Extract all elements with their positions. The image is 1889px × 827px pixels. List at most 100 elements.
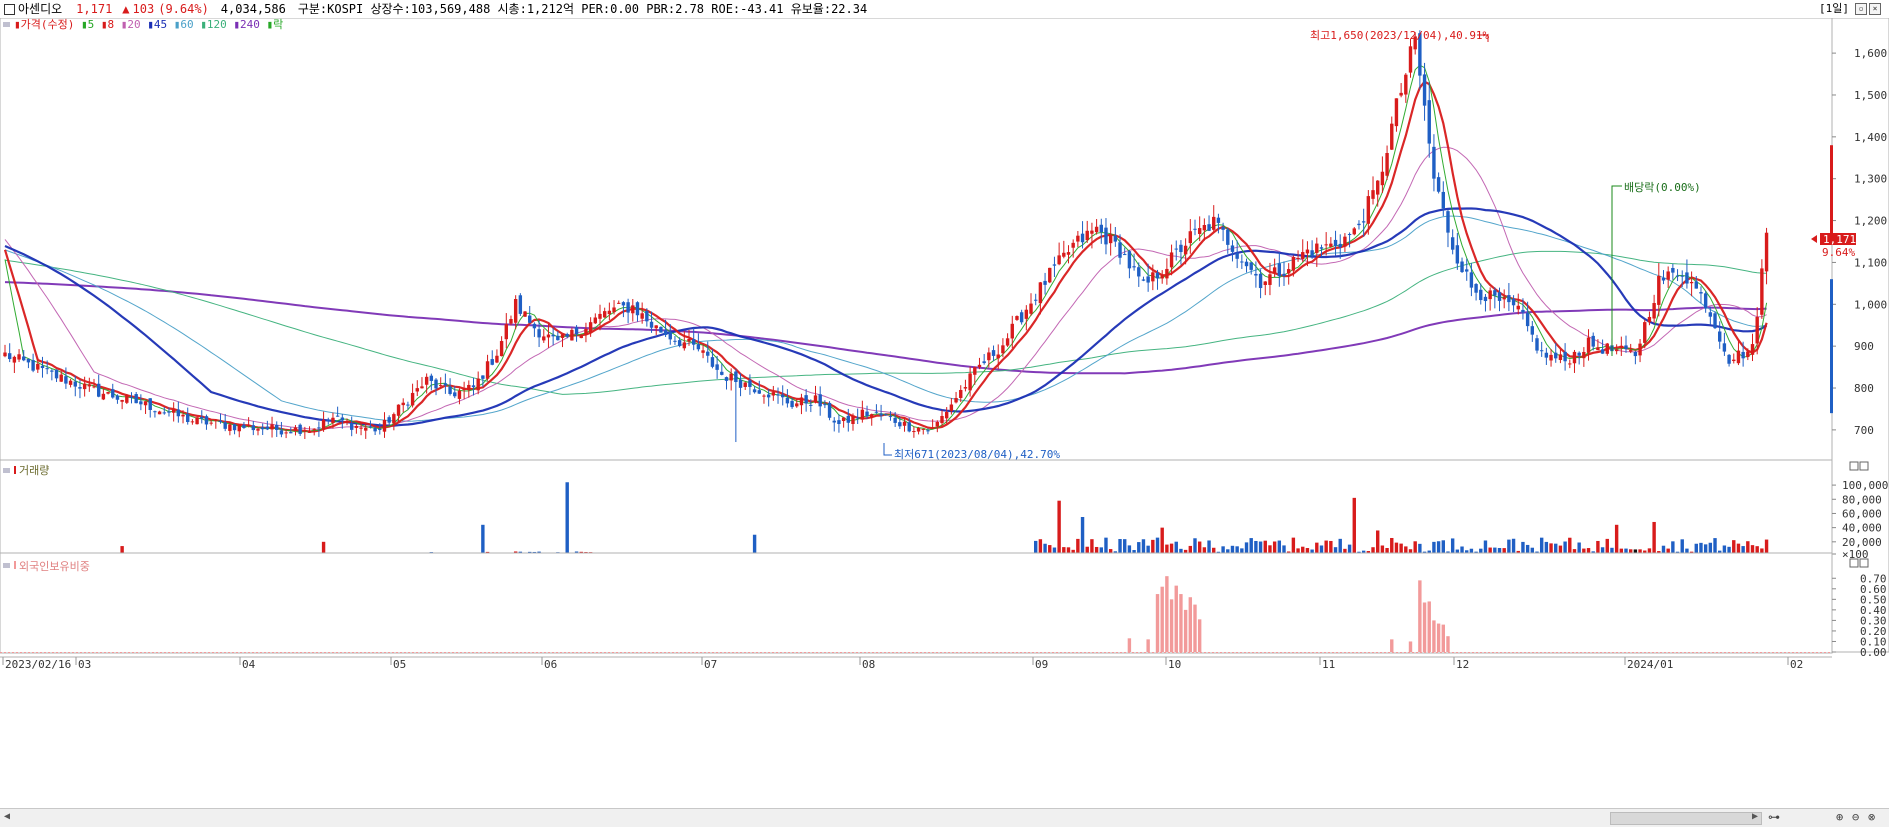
last-price-marker xyxy=(1811,235,1817,243)
candle-up xyxy=(1188,231,1193,244)
volume-bar xyxy=(1727,546,1731,556)
candle-up xyxy=(1628,350,1633,352)
volume-bar xyxy=(1736,543,1741,556)
period-selector[interactable]: [1일] xyxy=(1819,2,1849,15)
scroll-left-icon[interactable]: ◀ xyxy=(4,811,11,822)
foreign-bar xyxy=(1188,597,1193,652)
zoom-fit-icon[interactable]: ⊗ xyxy=(1868,810,1876,824)
candle-down xyxy=(1479,289,1483,301)
candle-up xyxy=(799,397,804,406)
volume-bar xyxy=(1488,547,1492,556)
scroll-thumb[interactable] xyxy=(1610,812,1762,825)
volume-restore-icon[interactable] xyxy=(1849,461,1859,471)
candle-down xyxy=(1741,351,1745,359)
foreign-bar xyxy=(1390,639,1394,652)
volume-bar xyxy=(1197,541,1202,556)
restore-icon[interactable]: ▫ xyxy=(1855,3,1867,15)
volume-tick-label: 20,000 xyxy=(1842,536,1882,549)
zoom-out-icon[interactable]: ⊖ xyxy=(1852,810,1860,824)
foreign-panel-icon[interactable] xyxy=(3,563,10,568)
candle-down xyxy=(1240,261,1244,263)
volume-panel-icon[interactable] xyxy=(3,468,10,473)
candle-up xyxy=(607,310,612,315)
candle-down xyxy=(663,330,668,335)
zoom-slider-icon[interactable]: ⊶ xyxy=(1768,810,1780,824)
candle-down xyxy=(1661,277,1666,281)
candle-up xyxy=(1732,359,1736,362)
candle-down xyxy=(1465,269,1469,272)
ma45-line xyxy=(4,207,1768,427)
volume-bar xyxy=(1272,541,1277,556)
candle-up xyxy=(495,355,499,363)
checkbox[interactable] xyxy=(4,4,15,15)
candle-down xyxy=(429,375,434,381)
dividend-marker xyxy=(1611,185,1622,356)
candle-down xyxy=(162,412,166,414)
candle-down xyxy=(668,331,672,340)
candle-down xyxy=(54,369,59,379)
range-bar-down xyxy=(1830,279,1833,414)
candle-up xyxy=(190,421,195,423)
candle-down xyxy=(706,351,710,356)
x-tick-label: 06 xyxy=(544,658,557,671)
candle-up xyxy=(560,334,565,338)
price-tick-label: 1,100 xyxy=(1854,256,1887,269)
volume-bar xyxy=(1390,537,1394,556)
candle-up xyxy=(1291,256,1296,271)
x-tick-label: 05 xyxy=(393,658,406,671)
candle-down xyxy=(649,321,654,328)
candle-up xyxy=(1582,351,1586,359)
volume-bar xyxy=(1600,547,1605,556)
candle-down xyxy=(204,416,209,425)
candle-down xyxy=(1624,345,1628,350)
panel-icon[interactable] xyxy=(3,22,10,27)
candle-up xyxy=(771,392,776,396)
stock-info: 구분:KOSPI 상장수:103,569,488 시총:1,212억 PER:0… xyxy=(297,2,868,16)
volume-bar xyxy=(1268,545,1272,556)
candle-down xyxy=(1525,312,1530,327)
candle-down xyxy=(40,365,45,369)
candle-down xyxy=(1104,227,1108,245)
candle-up xyxy=(1169,252,1174,268)
candle-down xyxy=(1521,309,1525,313)
last-pct-label: 9.64% xyxy=(1822,246,1855,259)
volume-bar xyxy=(1652,521,1656,556)
candle-down xyxy=(893,417,897,423)
volume-bar xyxy=(565,482,569,556)
x-tick-label: 2023/02/16 xyxy=(5,658,71,671)
foreign-bar xyxy=(1179,594,1183,652)
x-tick-label: 12 xyxy=(1456,658,1469,671)
candle-up xyxy=(246,425,251,427)
foreign-restore-icon[interactable] xyxy=(1849,558,1859,568)
volume-bar xyxy=(1249,538,1253,556)
candle-down xyxy=(776,394,780,396)
legend-swatch: ▮ xyxy=(167,18,180,31)
header-bar: 아센디오 1,171 ▲ 103 (9.64%) 4,034,586 구분:KOSPI 상장… xyxy=(0,0,1889,19)
foreign-bar xyxy=(1436,623,1441,652)
volume-bar xyxy=(1043,543,1047,556)
horizontal-scrollbar[interactable]: ◀ ▶ ⊶ ⊕ ⊖ ⊗ xyxy=(0,808,1889,827)
candle-up xyxy=(424,376,429,385)
scroll-right-icon[interactable]: ▶ xyxy=(1752,811,1759,822)
candle-down xyxy=(1554,352,1558,359)
candle-down xyxy=(846,415,850,423)
volume-value: 4,034,586 xyxy=(220,2,286,16)
foreign-close-icon[interactable] xyxy=(1859,558,1869,568)
volume-tick-label: 80,000 xyxy=(1842,493,1882,506)
candle-down xyxy=(1226,229,1230,245)
candle-down xyxy=(781,394,785,398)
candle-up xyxy=(195,417,199,425)
legend-swatch: ▮ xyxy=(14,18,21,31)
candle-down xyxy=(884,414,888,416)
zoom-in-icon[interactable]: ⊕ xyxy=(1836,810,1844,824)
volume-bar xyxy=(1127,545,1132,556)
close-icon[interactable]: × xyxy=(1869,3,1881,15)
candle-down xyxy=(1708,312,1713,317)
price-tick-label: 800 xyxy=(1854,382,1874,395)
volume-close-icon[interactable] xyxy=(1859,461,1869,471)
candle-up xyxy=(1029,303,1033,314)
candle-down xyxy=(1127,251,1132,269)
candle-up xyxy=(916,427,921,432)
candle-down xyxy=(1600,349,1605,354)
candle-down xyxy=(1310,250,1314,257)
